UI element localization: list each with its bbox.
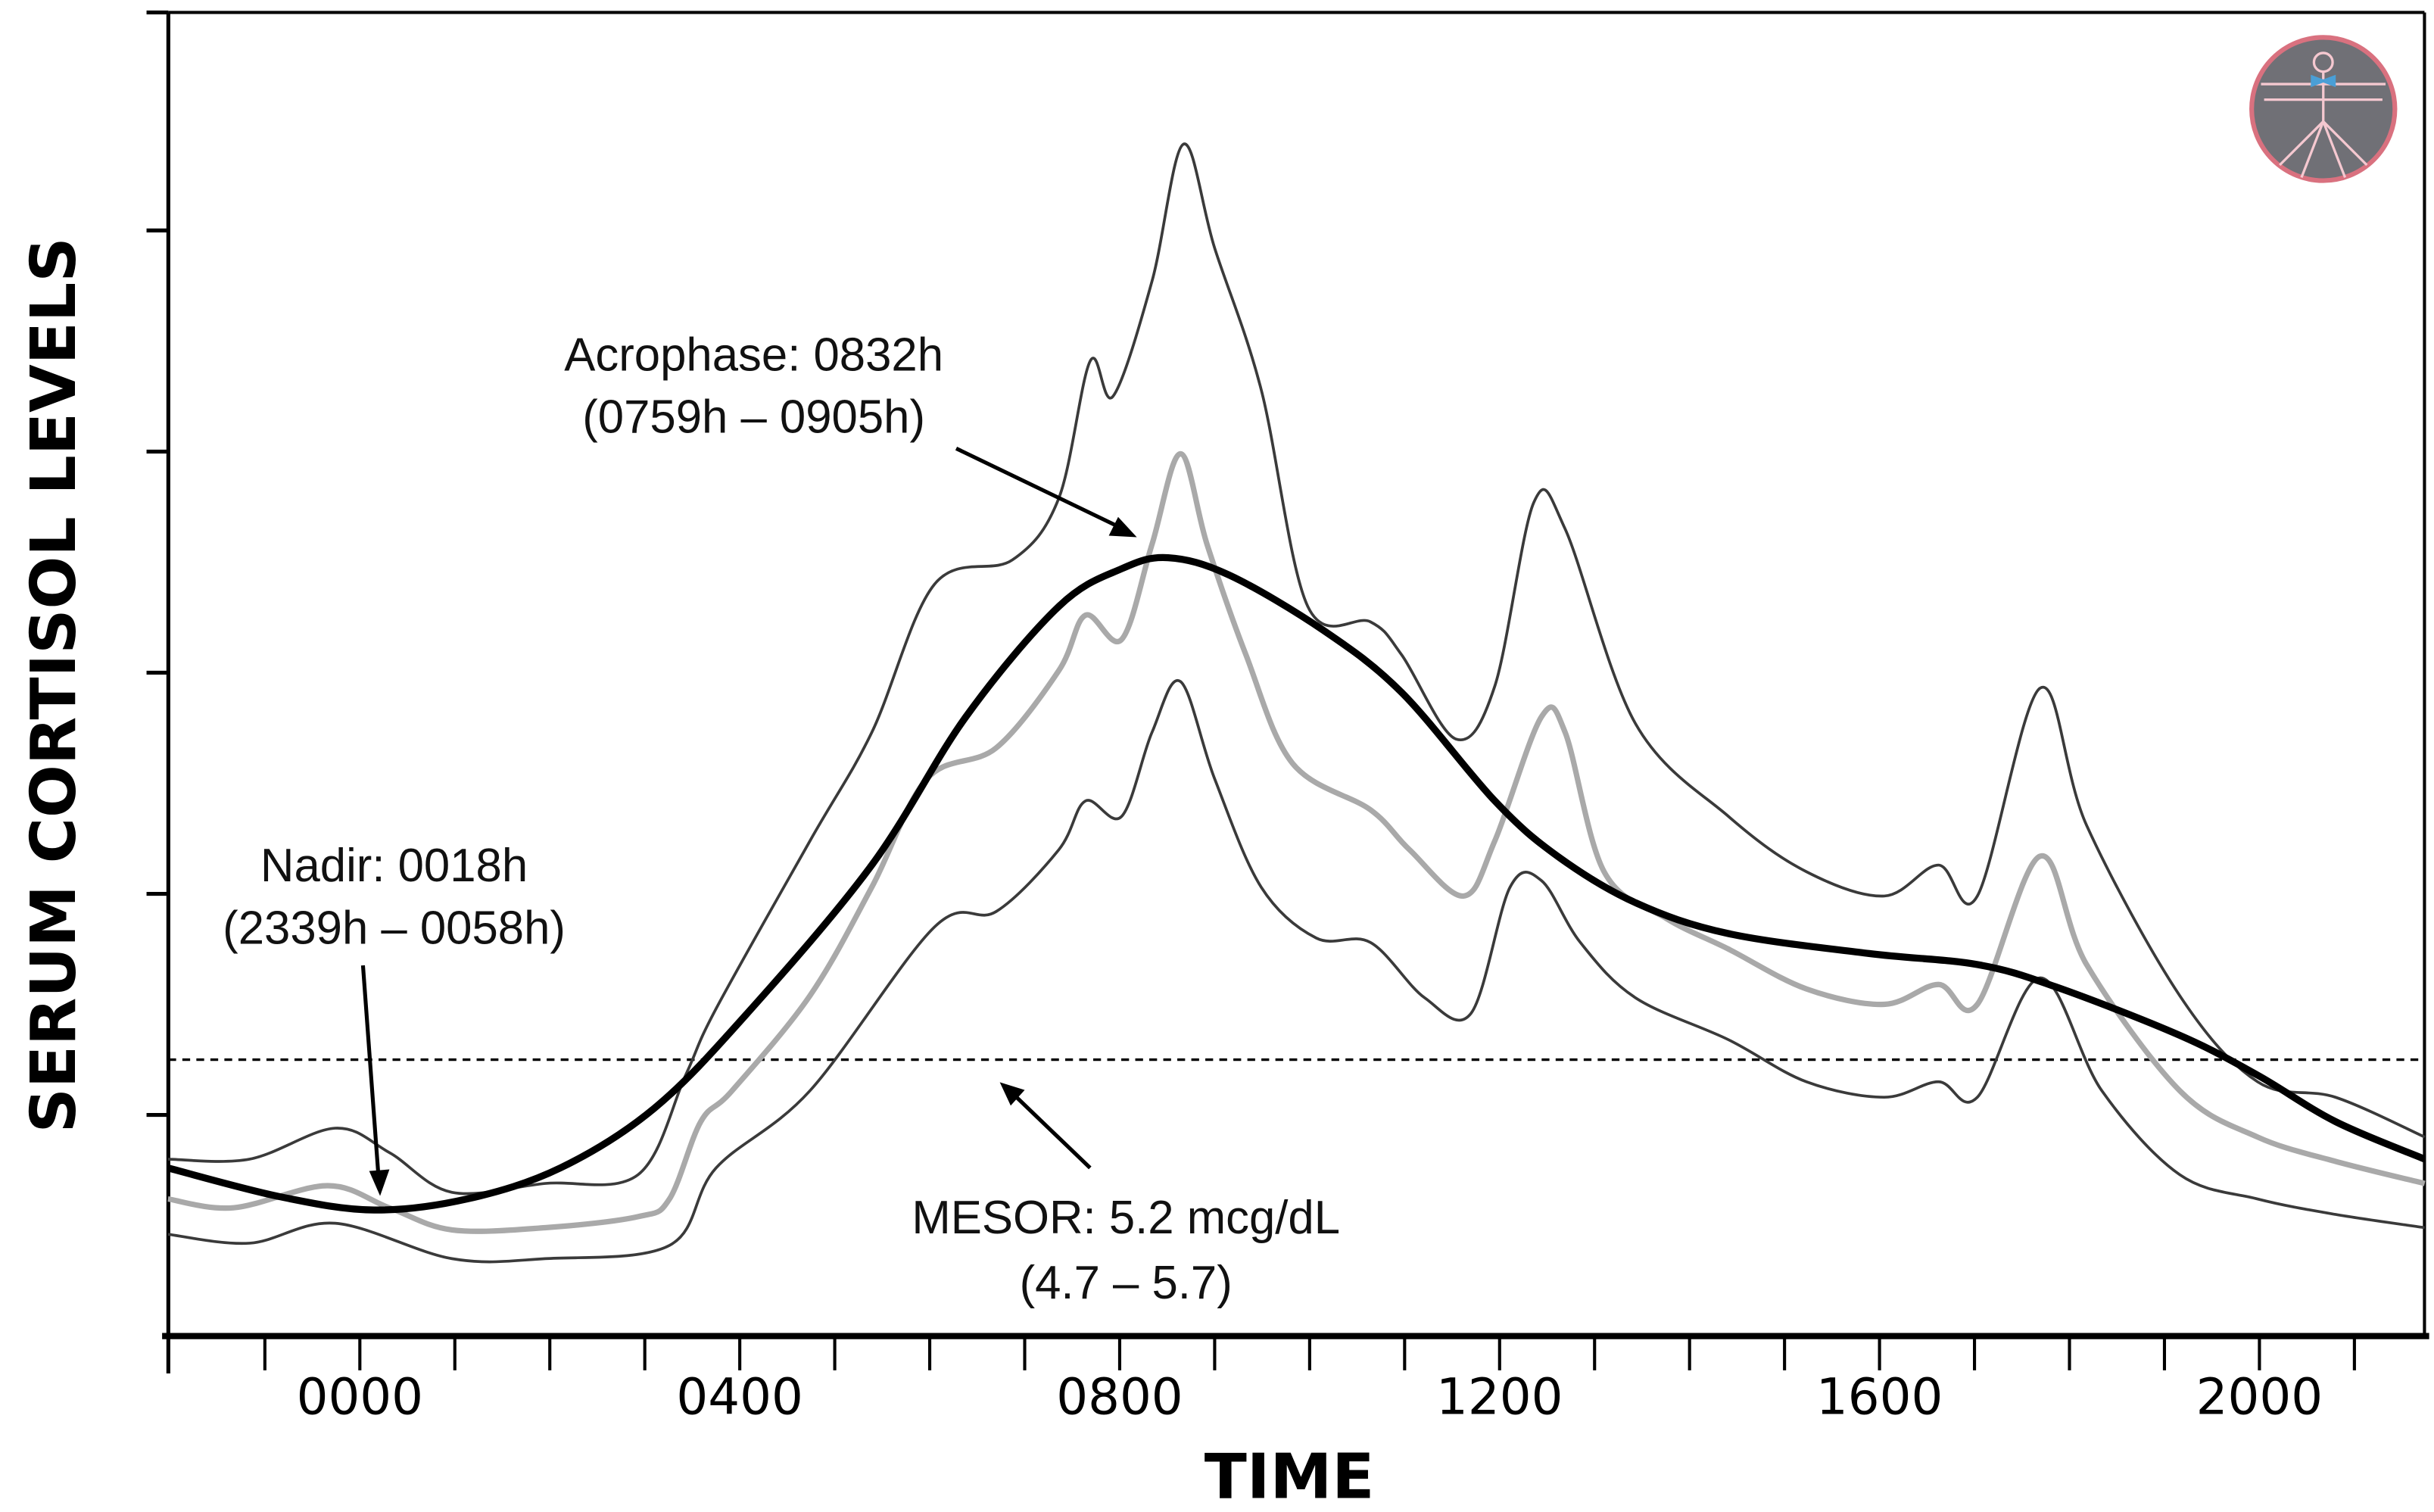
x-tick-labels: 0000 0400 0800 1200 1600 2000: [297, 1367, 2323, 1426]
mesor-arrowhead: [999, 1082, 1025, 1106]
series-lower-bound: [167, 678, 2425, 1264]
nadir-arrow: [360, 965, 381, 1178]
acrophase-range: (0759h – 0905h): [582, 391, 925, 444]
x-tick-label: 0000: [297, 1367, 423, 1426]
acrophase-label: Acrophase: 0832h: [564, 329, 943, 381]
nadir-range: (2339h – 0058h): [223, 902, 566, 954]
series-lines: [167, 142, 2426, 1264]
x-tick-label: 2000: [2196, 1367, 2323, 1426]
series-cosinor-fit: [167, 553, 2426, 1214]
x-tick-label: 0800: [1056, 1367, 1183, 1426]
nadir-annotation: Nadir: 0018h (2339h – 0058h): [223, 840, 566, 1196]
mesor-annotation: MESOR: 5.2 mcg/dL (4.7 – 5.7): [912, 1082, 1340, 1309]
y-axis-title: SERUM CORTISOL LEVELS: [18, 237, 90, 1133]
axis-ticks: [146, 10, 2356, 1370]
vitruvian-man-logo: [2249, 35, 2398, 183]
x-axis-title: TIME: [1205, 1441, 1375, 1512]
acrophase-arrowhead: [1108, 516, 1137, 538]
mesor-arrow: [1011, 1091, 1092, 1170]
x-tick-label: 1200: [1436, 1367, 1563, 1426]
x-tick-label: 1600: [1816, 1367, 1943, 1426]
x-tick-label: 0400: [676, 1367, 803, 1426]
nadir-arrowhead: [369, 1169, 390, 1196]
mesor-label: MESOR: 5.2 mcg/dL: [912, 1192, 1340, 1244]
mesor-range: (4.7 – 5.7): [1020, 1257, 1233, 1309]
acrophase-arrow: [955, 446, 1126, 532]
series-mean: [167, 450, 2426, 1234]
nadir-label: Nadir: 0018h: [260, 840, 528, 892]
acrophase-annotation: Acrophase: 0832h (0759h – 0905h): [564, 329, 1137, 538]
plot-frame: [162, 11, 2429, 1373]
series-upper-bound: [167, 142, 2426, 1196]
